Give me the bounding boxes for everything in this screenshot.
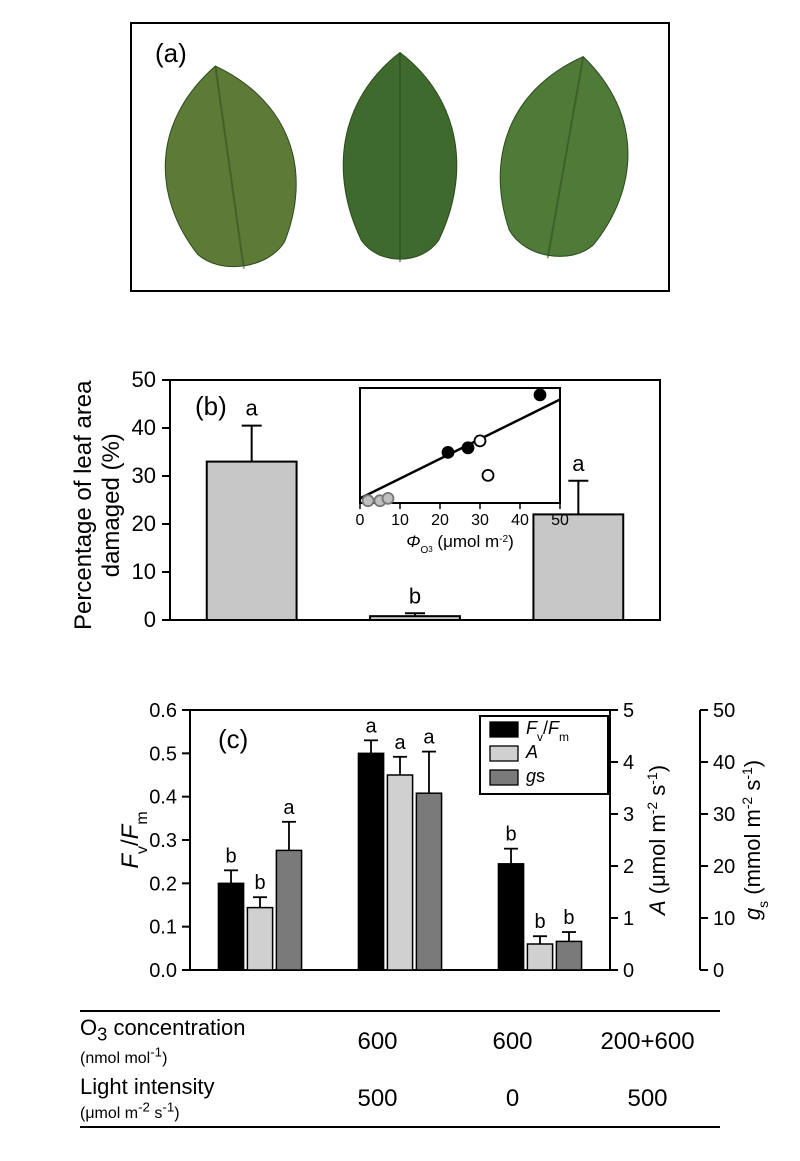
svg-text:30: 30	[132, 463, 156, 488]
svg-text:gs (mmol m-2 s-1): gs (mmol m-2 s-1)	[739, 760, 771, 920]
svg-text:5: 5	[623, 700, 634, 722]
panel-a-leaves	[0, 0, 800, 320]
svg-text:0.0: 0.0	[149, 960, 177, 982]
svg-text:0.1: 0.1	[149, 917, 177, 939]
panel-c-chart: 0.00.10.20.30.40.50.601234501020304050Fv…	[120, 700, 800, 1010]
panel-b-chart: 01020304050aba(b)01020304050ΦO3 (μmol m-…	[120, 370, 680, 650]
table-cell: 200+600	[580, 1028, 715, 1056]
svg-text:a: a	[246, 396, 259, 421]
panel-b-y-title-line1: Percentage of leaf area	[70, 380, 97, 630]
table-row: Light intensity(μmol m-2 s-1) 500 0 500	[80, 1071, 720, 1126]
svg-text:4: 4	[623, 752, 634, 774]
table-cell: 600	[445, 1028, 580, 1056]
svg-text:a: a	[572, 451, 585, 476]
svg-text:b: b	[534, 911, 545, 933]
svg-text:A (μmol m-2 s-1): A (μmol m-2 s-1)	[644, 765, 670, 917]
svg-text:2: 2	[623, 856, 634, 878]
svg-text:50: 50	[132, 370, 156, 392]
row-label: Light intensity(μmol m-2 s-1)	[80, 1075, 310, 1122]
svg-text:3: 3	[623, 804, 634, 826]
table-cell: 600	[310, 1028, 445, 1056]
svg-text:0: 0	[144, 607, 156, 632]
table-bottom-rule	[80, 1126, 720, 1128]
svg-text:0.6: 0.6	[149, 700, 177, 722]
table-cell: 500	[580, 1085, 715, 1113]
svg-text:(b): (b)	[195, 391, 227, 421]
svg-text:b: b	[505, 824, 516, 846]
table-cell: 0	[445, 1085, 580, 1113]
svg-text:10: 10	[132, 559, 156, 584]
svg-text:20: 20	[713, 856, 735, 878]
row-label: O3 concentration(nmol mol-1)	[80, 1016, 310, 1067]
svg-text:a: a	[283, 797, 295, 819]
svg-text:b: b	[225, 845, 236, 867]
svg-text:50: 50	[551, 512, 569, 529]
figure-page: { "panel_a": { "label": "(a)", "border_c…	[0, 0, 800, 1161]
svg-text:40: 40	[132, 415, 156, 440]
svg-text:40: 40	[511, 512, 529, 529]
svg-text:gs: gs	[526, 766, 545, 786]
svg-text:a: a	[365, 715, 377, 737]
svg-text:Fv/Fm: Fv/Fm	[120, 811, 151, 868]
table-cell: 500	[310, 1085, 445, 1113]
svg-text:20: 20	[431, 512, 449, 529]
svg-text:30: 30	[471, 512, 489, 529]
svg-text:b: b	[409, 583, 421, 608]
svg-text:30: 30	[713, 804, 735, 826]
svg-text:50: 50	[713, 700, 735, 722]
svg-text:0: 0	[713, 960, 724, 982]
svg-text:a: a	[423, 727, 435, 749]
treatments-table: O3 concentration(nmol mol-1) 600 600 200…	[80, 1010, 720, 1128]
svg-text:0.2: 0.2	[149, 873, 177, 895]
svg-text:0.5: 0.5	[149, 743, 177, 765]
svg-text:10: 10	[391, 512, 409, 529]
svg-text:b: b	[563, 907, 574, 929]
table-row: O3 concentration(nmol mol-1) 600 600 200…	[80, 1010, 720, 1071]
svg-text:40: 40	[713, 752, 735, 774]
svg-text:b: b	[254, 872, 265, 894]
panel-b: Percentage of leaf area damaged (%) 0102…	[120, 370, 680, 650]
svg-text:0.3: 0.3	[149, 830, 177, 852]
panel-b-y-title: Percentage of leaf area damaged (%)	[70, 380, 126, 630]
svg-text:0.4: 0.4	[149, 787, 177, 809]
svg-text:(c): (c)	[218, 724, 248, 754]
svg-text:1: 1	[623, 908, 634, 930]
panel-c: 0.00.10.20.30.40.50.601234501020304050Fv…	[120, 700, 760, 1000]
svg-text:20: 20	[132, 511, 156, 536]
svg-text:a: a	[394, 732, 406, 754]
svg-text:A: A	[525, 742, 538, 762]
svg-text:0: 0	[623, 960, 634, 982]
svg-text:0: 0	[356, 512, 365, 529]
svg-text:10: 10	[713, 908, 735, 930]
